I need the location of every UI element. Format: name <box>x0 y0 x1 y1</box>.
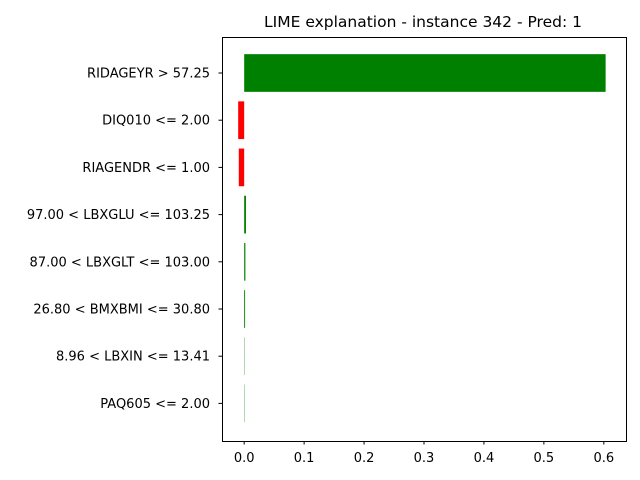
x-tick-label-4: 0.4 <box>474 451 495 466</box>
x-tick-label-5: 0.5 <box>534 451 555 466</box>
x-tick-label-3: 0.3 <box>414 451 435 466</box>
x-tick-label-0: 0.0 <box>234 451 255 466</box>
bar-5 <box>244 290 246 328</box>
bar-1 <box>238 101 245 140</box>
bar-4 <box>244 242 246 281</box>
y-tick-label-4: 87.00 < LBXGLT <= 103.00 <box>30 255 210 270</box>
bar-2 <box>238 148 245 187</box>
chart-title: LIME explanation - instance 342 - Pred: … <box>264 13 582 31</box>
y-tick-label-6: 8.96 < LBXIN <= 13.41 <box>56 350 210 365</box>
y-tick-label-0: RIDAGEYR > 57.25 <box>87 67 210 82</box>
y-tick-label-7: PAQ605 <= 2.00 <box>100 397 210 412</box>
y-tick-label-5: 26.80 < BMXBMI <= 30.80 <box>33 303 210 318</box>
axes-frame <box>222 37 627 442</box>
bar-0 <box>244 54 606 92</box>
y-tick-label-2: RIAGENDR <= 1.00 <box>82 161 210 176</box>
x-tick-label-1: 0.1 <box>294 451 315 466</box>
bars-group <box>238 54 606 423</box>
y-axis-ticks: RIDAGEYR > 57.25 DIQ010 <= 2.00 RIAGENDR <… <box>27 67 222 412</box>
x-tick-label-2: 0.2 <box>354 451 375 466</box>
y-tick-label-1: DIQ010 <= 2.00 <box>102 114 210 129</box>
x-tick-label-6: 0.6 <box>593 451 614 466</box>
x-axis-ticks: 0.0 0.1 0.2 0.3 0.4 0.5 0.6 <box>234 441 614 466</box>
bar-3 <box>244 195 246 234</box>
y-tick-label-3: 97.00 < LBXGLU <= 103.25 <box>27 208 210 223</box>
